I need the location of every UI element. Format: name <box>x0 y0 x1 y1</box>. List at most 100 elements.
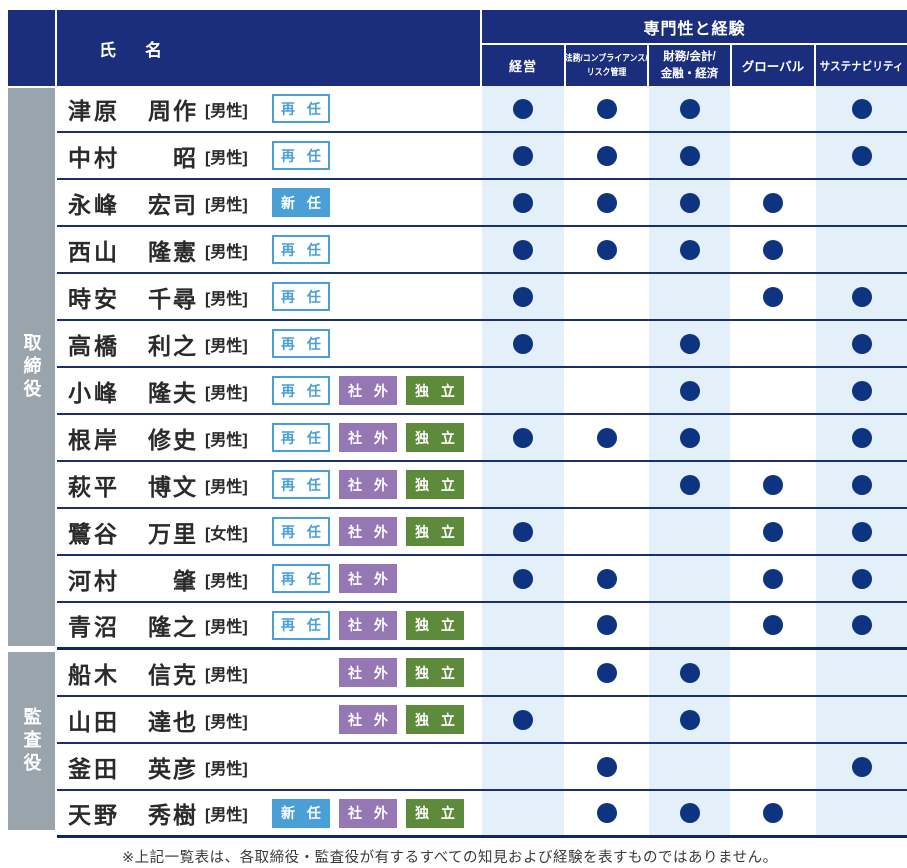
gender-label: [男性] <box>205 243 248 261</box>
gender-label: [男性] <box>205 102 248 120</box>
expertise-cell <box>480 321 564 366</box>
expertise-cell <box>730 321 814 366</box>
expertise-cell <box>647 227 730 272</box>
badge-sainin: 再 任 <box>272 94 330 123</box>
given-name: 博文 <box>148 473 198 500</box>
dot-marker <box>679 803 700 823</box>
badge-dokuritsu: 独 立 <box>406 610 464 640</box>
dot-marker <box>679 380 700 401</box>
expertise-cell <box>564 321 647 366</box>
table-row: 鷺谷 万里 [女性] 再 任社 外独 立 <box>57 509 907 556</box>
expertise-cell <box>480 462 564 507</box>
name-cell: 高橋 利之 [男性] 再 任 <box>57 321 480 366</box>
badge-shinnin: 新 任 <box>272 188 330 217</box>
expertise-cell <box>814 321 907 366</box>
dot-marker <box>596 803 617 823</box>
badge-empty-slot <box>339 235 397 264</box>
dot-marker <box>763 286 783 307</box>
table-row: 津原 周作 [男性] 再 任 <box>57 86 907 133</box>
expertise-cell <box>647 368 730 413</box>
dot-marker <box>679 98 700 119</box>
table-row: 天野 秀樹 [男性] 新 任社 外独 立 <box>57 791 907 838</box>
dot-marker <box>596 427 617 448</box>
surname: 鷺谷 <box>68 520 120 547</box>
expertise-cell <box>730 556 814 601</box>
expertise-cell <box>730 133 814 178</box>
expertise-cell <box>564 791 647 835</box>
dot-marker <box>513 239 533 260</box>
dot-marker <box>763 803 783 823</box>
given-name: 信克 <box>148 661 198 688</box>
given-name: 秀樹 <box>148 802 198 828</box>
dot-marker <box>851 380 872 401</box>
badge-sainin: 再 任 <box>272 329 330 358</box>
badge-shagai: 社 外 <box>339 564 397 593</box>
table-row: 小峰 隆夫 [男性] 再 任社 外独 立 <box>57 368 907 415</box>
expertise-cell <box>480 697 564 742</box>
table-row: 時安 千尋 [男性] 再 任 <box>57 274 907 321</box>
gender-label: [男性] <box>205 149 248 167</box>
dot-marker <box>679 145 700 166</box>
dot-marker <box>679 709 700 730</box>
given-name: 達也 <box>148 708 198 735</box>
dot-marker <box>679 333 700 354</box>
given-name: 周作 <box>148 97 198 124</box>
expertise-cell <box>480 86 564 131</box>
table-body: 津原 周作 [男性] 再 任 中村 昭 [男性] 再 任 永峰 宏司 [男性] … <box>57 86 907 838</box>
expertise-cell <box>480 603 564 647</box>
table-row: 中村 昭 [男性] 再 任 <box>57 133 907 180</box>
expertise-cell <box>480 227 564 272</box>
expertise-cell <box>814 86 907 131</box>
surname: 津原 <box>68 97 120 124</box>
badge-empty-slot <box>406 282 464 311</box>
dot-marker <box>513 521 533 542</box>
dot-marker <box>851 427 872 448</box>
expertise-cell <box>730 180 814 225</box>
column-header-legal-compliance-risk: 法務/コンプライアンス/ リスク管理 <box>564 45 648 86</box>
table-row: 河村 肇 [男性] 再 任社 外 <box>57 556 907 603</box>
surname: 西山 <box>68 238 120 265</box>
badge-empty-slot <box>339 752 397 781</box>
gender-label: [女性] <box>205 525 248 543</box>
expertise-cell <box>564 86 647 131</box>
dot-marker <box>679 239 700 260</box>
surname: 河村 <box>68 567 120 594</box>
name-cell: 時安 千尋 [男性] 再 任 <box>57 274 480 319</box>
expertise-cell <box>814 744 907 789</box>
name-cell: 青沼 隆之 [男性] 再 任社 外独 立 <box>57 603 480 647</box>
expertise-cell <box>730 227 814 272</box>
dot-marker <box>513 333 533 354</box>
expertise-cell <box>480 509 564 554</box>
dot-marker <box>851 333 872 354</box>
expertise-cell <box>730 791 814 835</box>
dot-marker <box>851 98 872 119</box>
auditors-label: 監査役 <box>21 706 42 776</box>
column-header-global: グローバル <box>730 45 814 86</box>
dot-marker <box>679 474 700 495</box>
expertise-cell <box>564 744 647 789</box>
expertise-cell <box>814 791 907 835</box>
expertise-cell <box>814 650 907 695</box>
badge-group: 社 外独 立 <box>272 697 473 742</box>
expertise-cell <box>480 791 564 835</box>
expertise-cell <box>814 180 907 225</box>
surname: 中村 <box>68 144 120 171</box>
expertise-cell <box>647 133 730 178</box>
name-cell: 永峰 宏司 [男性] 新 任 <box>57 180 480 225</box>
table-row: 釜田 英彦 [男性] <box>57 744 907 791</box>
badge-sainin: 再 任 <box>272 376 330 405</box>
badge-dokuritsu: 独 立 <box>406 470 464 499</box>
badge-empty-slot <box>406 235 464 264</box>
expertise-cell <box>647 509 730 554</box>
gender-label: [男性] <box>205 666 248 684</box>
surname: 根岸 <box>68 426 120 453</box>
dot-marker <box>851 474 872 495</box>
badge-shagai: 社 外 <box>339 376 397 405</box>
given-name: 隆夫 <box>148 379 198 406</box>
badge-group: 再 任 <box>272 133 473 178</box>
expertise-cell <box>647 462 730 507</box>
name-cell: 河村 肇 [男性] 再 任社 外 <box>57 556 480 601</box>
name-cell: 萩平 博文 [男性] 再 任社 外独 立 <box>57 462 480 507</box>
expertise-cell <box>647 650 730 695</box>
